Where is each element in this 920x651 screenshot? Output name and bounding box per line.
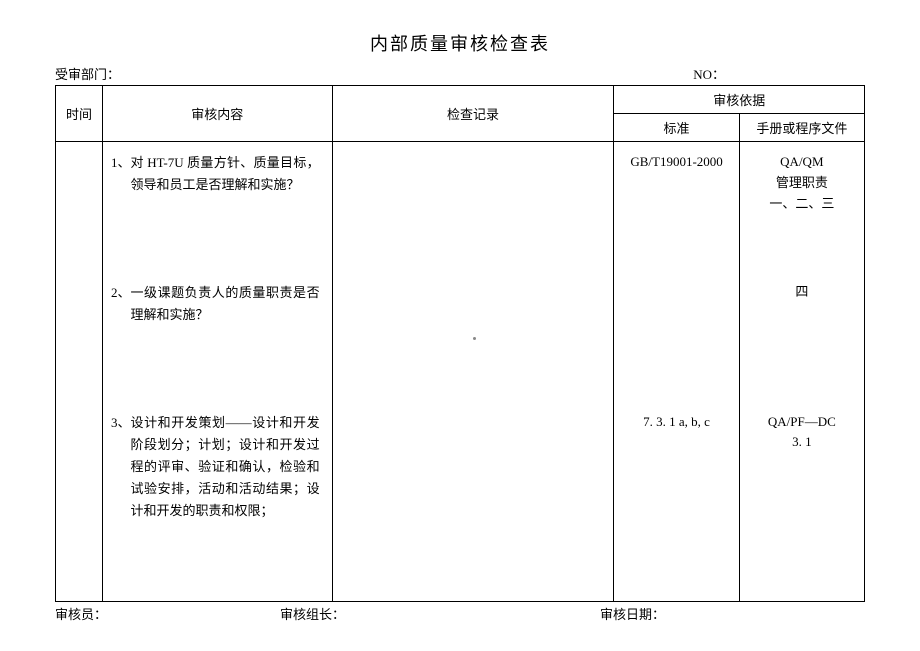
cell-standard (614, 272, 739, 402)
dot-mark (473, 337, 476, 340)
cell-record (332, 272, 614, 402)
manual-line: 四 (746, 282, 858, 303)
item-text: 设计和开发策划——设计和开发阶段划分；计划；设计和开发过程的评审、验证和确认，检… (130, 412, 319, 522)
table-row: 1、对 HT-7U 质量方针、质量目标，领导和员工是否理解和实施？ GB/T190… (56, 142, 865, 272)
item-number: 1、 (111, 152, 131, 196)
item-number: 3、 (111, 412, 131, 522)
table-row: 2、一级课题负责人的质量职责是否理解和实施？ 四 (56, 272, 865, 402)
col-manual: 手册或程序文件 (739, 114, 864, 142)
footer-auditor: 审核员： (55, 604, 280, 623)
col-record: 检查记录 (332, 86, 614, 142)
manual-line: 管理职责 (746, 173, 858, 194)
manual-line: 一、二、三 (746, 194, 858, 215)
cell-manual: 四 (739, 272, 864, 402)
dept-label: 受审部门： (55, 64, 120, 83)
cell-record (332, 142, 614, 272)
col-time: 时间 (56, 86, 103, 142)
cell-manual: QA/QM管理职责一、二、三 (739, 142, 864, 272)
cell-content: 3、设计和开发策划——设计和开发阶段划分；计划；设计和开发过程的评审、验证和确认… (102, 402, 332, 602)
cell-standard: 7. 3. 1 a, b, c (614, 402, 739, 602)
manual-line: 3. 1 (746, 432, 858, 453)
audit-table: 时间 审核内容 检查记录 审核依据 标准 手册或程序文件 1、对 HT-7U 质… (55, 85, 865, 602)
col-standard: 标准 (614, 114, 739, 142)
cell-record (332, 402, 614, 602)
header-row: 受审部门： NO： (55, 64, 865, 83)
manual-line: QA/QM (746, 152, 858, 173)
table-row: 3、设计和开发策划——设计和开发阶段划分；计划；设计和开发过程的评审、验证和确认… (56, 402, 865, 602)
cell-manual: QA/PF—DC3. 1 (739, 402, 864, 602)
manual-line: QA/PF—DC (746, 412, 858, 433)
footer-date: 审核日期： (600, 604, 865, 623)
cell-content: 1、对 HT-7U 质量方针、质量目标，领导和员工是否理解和实施？ (102, 142, 332, 272)
cell-time (56, 142, 103, 272)
col-content: 审核内容 (102, 86, 332, 142)
cell-time (56, 272, 103, 402)
cell-time (56, 402, 103, 602)
item-number: 2、 (111, 282, 131, 326)
item-text: 对 HT-7U 质量方针、质量目标，领导和员工是否理解和实施？ (130, 152, 319, 196)
no-label: NO： (693, 64, 865, 83)
page-title: 内部质量审核检查表 (55, 30, 865, 56)
cell-content: 2、一级课题负责人的质量职责是否理解和实施？ (102, 272, 332, 402)
item-text: 一级课题负责人的质量职责是否理解和实施？ (130, 282, 319, 326)
col-basis: 审核依据 (614, 86, 865, 114)
cell-standard: GB/T19001-2000 (614, 142, 739, 272)
footer-row: 审核员： 审核组长： 审核日期： (55, 604, 865, 623)
footer-leader: 审核组长： (280, 604, 600, 623)
